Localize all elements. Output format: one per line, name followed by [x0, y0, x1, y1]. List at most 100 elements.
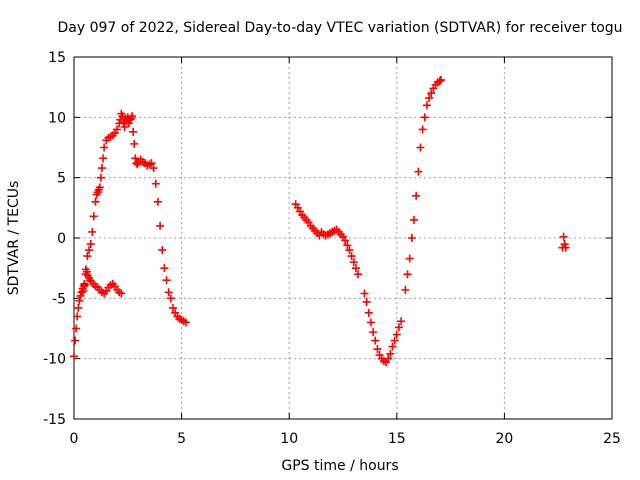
axis-ticks: 0 5 10 15 20 25 -15 -10 -5 0 5 10 15: [43, 50, 621, 447]
data-point: [366, 318, 375, 327]
data-point: [73, 312, 82, 321]
data-point: [405, 254, 414, 263]
x-tick-label: 20: [495, 431, 513, 447]
data-point: [414, 167, 423, 176]
data-point: [354, 270, 363, 279]
data-point: [362, 297, 371, 306]
data-point: [384, 354, 393, 363]
y-tick-label: -15: [43, 412, 66, 428]
data-point: [410, 215, 419, 224]
data-point: [130, 139, 139, 148]
data-point: [128, 112, 137, 121]
data-point: [124, 119, 133, 128]
data-point: [85, 246, 94, 255]
data-point: [345, 246, 354, 255]
data-point: [560, 240, 569, 249]
data-point: [347, 252, 356, 261]
data-point: [422, 101, 431, 110]
x-tick-label: 25: [603, 431, 621, 447]
data-point: [390, 336, 399, 345]
data-point: [386, 349, 395, 358]
x-axis-label: GPS time / hours: [281, 458, 398, 474]
data-point: [351, 264, 360, 273]
data-point: [392, 330, 401, 339]
data-point: [373, 345, 382, 354]
data-point: [360, 289, 369, 298]
data-point: [559, 232, 568, 241]
x-tick-label: 5: [177, 431, 186, 447]
y-tick-label: 15: [48, 50, 66, 66]
data-point: [561, 243, 570, 252]
data-point: [160, 264, 169, 273]
x-tick-label: 15: [388, 431, 406, 447]
data-point: [394, 323, 403, 332]
data-point: [341, 236, 350, 245]
data-point: [70, 352, 78, 361]
data-point: [80, 279, 89, 288]
data-point: [72, 324, 81, 333]
data-point: [74, 303, 83, 312]
data-point: [91, 197, 100, 206]
data-point: [416, 143, 425, 152]
data-point: [164, 288, 173, 297]
data-point: [79, 287, 88, 296]
data-point: [349, 258, 358, 267]
data-point: [71, 336, 80, 345]
grid-lines: [74, 57, 612, 419]
data-point: [158, 246, 167, 255]
data-point: [83, 252, 92, 261]
data-point: [97, 164, 106, 173]
data-point: [77, 288, 86, 297]
data-point: [75, 296, 84, 305]
x-tick-label: 10: [280, 431, 298, 447]
y-tick-label: 0: [57, 231, 66, 247]
data-point: [427, 89, 436, 98]
data-point: [153, 197, 162, 206]
data-point: [96, 173, 105, 182]
data-point: [149, 164, 158, 173]
data-point: [81, 265, 90, 274]
data-point: [147, 159, 156, 168]
data-point: [436, 75, 445, 84]
data-point: [166, 294, 175, 303]
y-tick-label: -5: [52, 291, 66, 307]
y-tick-label: 10: [48, 110, 66, 126]
data-point: [343, 241, 352, 250]
data-point: [401, 285, 410, 294]
data-point: [435, 77, 444, 86]
data-point: [100, 143, 109, 152]
data-point: [403, 270, 412, 279]
data-series: [70, 75, 570, 367]
x-tick-label: 0: [70, 431, 79, 447]
data-point: [115, 119, 124, 128]
data-point: [162, 276, 171, 285]
data-point: [420, 113, 429, 122]
data-point: [113, 125, 122, 134]
data-point: [88, 227, 97, 236]
data-point: [76, 291, 85, 300]
data-point: [86, 240, 95, 249]
data-point: [151, 179, 160, 188]
data-point: [129, 127, 138, 136]
data-point: [407, 234, 416, 242]
data-point: [168, 303, 177, 312]
y-axis-label: SDTVAR / TECUs: [6, 181, 22, 296]
data-point: [120, 122, 129, 131]
y-tick-label: -10: [43, 352, 66, 368]
data-point: [99, 154, 108, 163]
data-point: [369, 328, 378, 337]
data-point: [425, 94, 434, 103]
data-point: [418, 125, 427, 134]
data-point: [397, 317, 406, 326]
chart-title: Day 097 of 2022, Sidereal Day-to-day VTE…: [57, 20, 622, 36]
data-point: [364, 308, 373, 317]
data-point: [412, 191, 421, 200]
y-tick-label: 5: [57, 171, 66, 187]
data-point: [89, 212, 98, 221]
data-point: [117, 289, 126, 298]
data-point: [95, 183, 104, 192]
data-point: [371, 336, 380, 345]
data-point: [388, 342, 397, 351]
